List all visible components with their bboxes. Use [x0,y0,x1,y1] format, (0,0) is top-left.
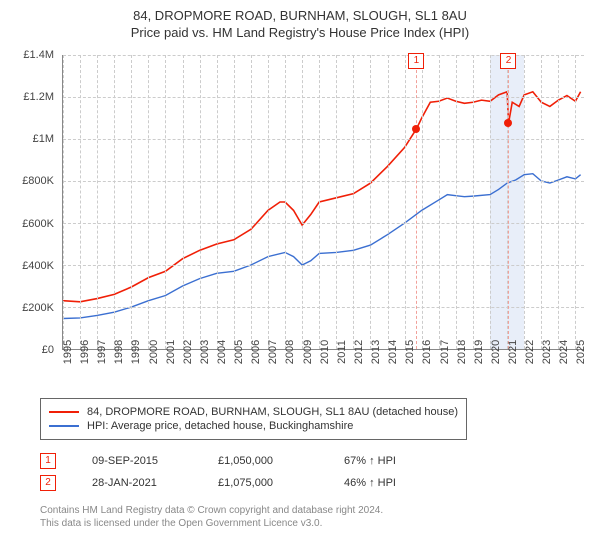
x-axis-labels: 1995199619971998199920002001200220032004… [62,352,584,390]
gridline-h [63,181,584,182]
legend-label: 84, DROPMORE ROAD, BURNHAM, SLOUGH, SL1 … [87,406,458,418]
marker-dot [412,125,420,133]
gridline-v [490,55,491,349]
gridline-v [422,55,423,349]
gridline-v [575,55,576,349]
gridline-v [541,55,542,349]
title-block: 84, DROPMORE ROAD, BURNHAM, SLOUGH, SL1 … [10,8,590,40]
marker-badge: 1 [408,53,424,69]
plot-area: 12 [62,55,584,350]
marker-badge: 2 [500,53,516,69]
gridline-v [234,55,235,349]
marker-row: 1 09-SEP-2015 £1,050,000 67% ↑ HPI [40,450,590,472]
gridline-v [80,55,81,349]
gridline-v [97,55,98,349]
gridline-h [63,97,584,98]
marker-price: £1,050,000 [218,455,308,467]
gridline-v [285,55,286,349]
title-line1: 84, DROPMORE ROAD, BURNHAM, SLOUGH, SL1 … [10,8,590,23]
marker-pct: 46% ↑ HPI [344,477,434,489]
gridline-h [63,139,584,140]
gridline-v [183,55,184,349]
gridline-v [114,55,115,349]
gridline-v [473,55,474,349]
marker-dot [504,119,512,127]
gridline-v [302,55,303,349]
gridline-v [558,55,559,349]
title-line2: Price paid vs. HM Land Registry's House … [10,25,590,40]
gridline-v [165,55,166,349]
gridline-v [319,55,320,349]
gridline-v [524,55,525,349]
y-tick-label: £0 [42,344,54,356]
footer-line1: Contains HM Land Registry data © Crown c… [40,504,590,517]
gridline-v [131,55,132,349]
gridline-v [388,55,389,349]
gridline-v [251,55,252,349]
gridline-h [63,265,584,266]
marker-pct: 67% ↑ HPI [344,455,434,467]
legend-row: 84, DROPMORE ROAD, BURNHAM, SLOUGH, SL1 … [49,405,458,419]
gridline-v [200,55,201,349]
legend-label: HPI: Average price, detached house, Buck… [87,420,353,432]
gridline-v [405,55,406,349]
gridline-h [63,307,584,308]
marker-row: 2 28-JAN-2021 £1,075,000 46% ↑ HPI [40,472,590,494]
series-hpi [63,174,581,319]
legend-swatch [49,411,79,413]
x-tick-label: 2025 [575,340,600,364]
footer-line2: This data is licensed under the Open Gov… [40,517,590,530]
gridline-v [63,55,64,349]
gridline-v [268,55,269,349]
gridline-h [63,223,584,224]
series-property [63,92,581,302]
gridline-v [456,55,457,349]
y-tick-label: £800K [22,175,54,187]
chart: £0£200K£400K£600K£800K£1M£1.2M£1.4M 12 1… [10,50,590,390]
y-tick-label: £600K [22,218,54,230]
gridline-v [336,55,337,349]
marker-price: £1,075,000 [218,477,308,489]
marker-line [508,55,509,349]
marker-date: 28-JAN-2021 [92,477,182,489]
y-tick-label: £1.4M [23,49,54,61]
marker-num: 1 [40,453,56,469]
chart-lines [63,55,584,349]
gridline-v [370,55,371,349]
gridline-v [148,55,149,349]
y-tick-label: £1.2M [23,91,54,103]
marker-line [416,55,417,349]
gridline-v [439,55,440,349]
y-tick-label: £200K [22,302,54,314]
footer: Contains HM Land Registry data © Crown c… [40,504,590,530]
marker-table: 1 09-SEP-2015 £1,050,000 67% ↑ HPI 2 28-JAN-2… [40,450,590,494]
gridline-v [353,55,354,349]
gridline-v [217,55,218,349]
y-tick-label: £1M [33,133,54,145]
marker-num: 2 [40,475,56,491]
marker-date: 09-SEP-2015 [92,455,182,467]
legend-row: HPI: Average price, detached house, Buck… [49,419,458,433]
y-tick-label: £400K [22,260,54,272]
y-axis-labels: £0£200K£400K£600K£800K£1M£1.2M£1.4M [10,55,58,350]
legend-swatch [49,425,79,427]
legend: 84, DROPMORE ROAD, BURNHAM, SLOUGH, SL1 … [40,398,467,440]
